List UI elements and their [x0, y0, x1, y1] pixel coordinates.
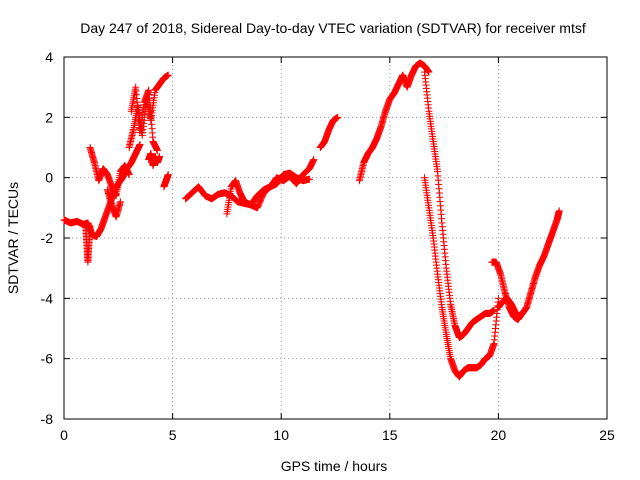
y-tick-label: -2 [41, 230, 54, 246]
y-tick-label: -6 [41, 351, 54, 367]
y-tick-label: 4 [45, 49, 53, 65]
x-tick-label: 10 [273, 427, 289, 443]
y-tick-label: -4 [41, 290, 54, 306]
grid [64, 57, 607, 419]
y-tick-label: -8 [41, 411, 54, 427]
x-axis-label: GPS time / hours [281, 458, 388, 474]
data-point [125, 171, 133, 179]
data-point [164, 171, 172, 179]
axis-ticks: 0 5 10 15 20 25 -8 -6 -4 -2 0 2 4 [41, 49, 615, 443]
y-tick-label: 0 [45, 170, 53, 186]
data-point [555, 207, 563, 215]
data-point [305, 175, 313, 183]
y-axis-label: SDTVAR / TECUs [5, 182, 21, 294]
x-tick-label: 5 [169, 427, 177, 443]
data-point [310, 156, 318, 164]
data-point [156, 153, 164, 161]
data-point [334, 113, 342, 121]
x-tick-label: 0 [60, 427, 68, 443]
chart-title: Day 247 of 2018, Sidereal Day-to-day VTE… [80, 20, 586, 36]
data-point [136, 140, 144, 148]
data-point [516, 312, 524, 320]
data-point [490, 306, 498, 314]
data-point [86, 222, 94, 230]
data-point [153, 147, 161, 155]
data-point [494, 294, 502, 302]
data-point [164, 71, 172, 79]
data-points [60, 59, 563, 381]
x-tick-label: 25 [599, 427, 615, 443]
x-tick-label: 20 [491, 427, 507, 443]
data-point [116, 198, 124, 206]
y-tick-label: 2 [45, 109, 53, 125]
x-tick-label: 15 [382, 427, 398, 443]
